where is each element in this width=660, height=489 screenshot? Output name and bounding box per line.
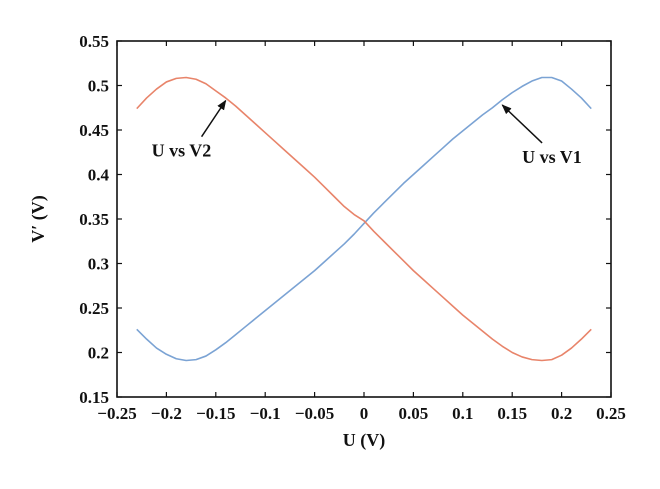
plot-frame [116,40,612,398]
x-tick-label: 0 [360,404,369,423]
x-tick-label: −0.25 [97,404,136,423]
y-tick-label: 0.25 [79,299,109,318]
annotation-arrow [501,104,543,144]
x-tick-label: 0.15 [497,404,527,423]
y-axis-ticks: 0.15 0.2 0.25 0.3 0.35 0.4 0.45 0.5 0.55 [79,32,611,407]
series-layer [136,76,592,362]
x-tick-label: −0.15 [196,404,235,423]
annotation-label: U vs V2 [152,141,212,161]
x-tick-label: −0.1 [250,404,281,423]
annotation-arrow [200,99,227,138]
y-tick-label: 0.5 [88,77,109,96]
y-tick-label: 0.55 [79,32,109,51]
x-axis-ticks: −0.25 −0.2 −0.15 −0.1 −0.05 0 0.05 0.1 0.15 0.2 0.… [97,41,626,423]
x-tick-label: 0.05 [399,404,429,423]
y-tick-label: 0.15 [79,388,109,407]
y-axis-label: V′ (V) [28,195,49,243]
y-tick-label: 0.3 [88,255,109,274]
x-axis-label: U (V) [343,430,386,451]
y-tick-label: 0.4 [88,166,110,185]
x-tick-label: 0.1 [452,404,473,423]
x-tick-label: −0.05 [295,404,334,423]
y-tick-label: 0.2 [88,344,109,363]
series-line-u-vs-v1 [136,76,592,362]
y-tick-label: 0.35 [79,210,109,229]
series-line-u-vs-v2 [136,76,592,362]
annotations-layer: U vs V2 U vs V1 [152,99,582,167]
x-tick-label: 0.25 [596,404,626,423]
annotation-label: U vs V1 [522,147,582,167]
x-tick-label: 0.2 [551,404,572,423]
x-tick-label: −0.2 [151,404,182,423]
y-tick-label: 0.45 [79,121,109,140]
